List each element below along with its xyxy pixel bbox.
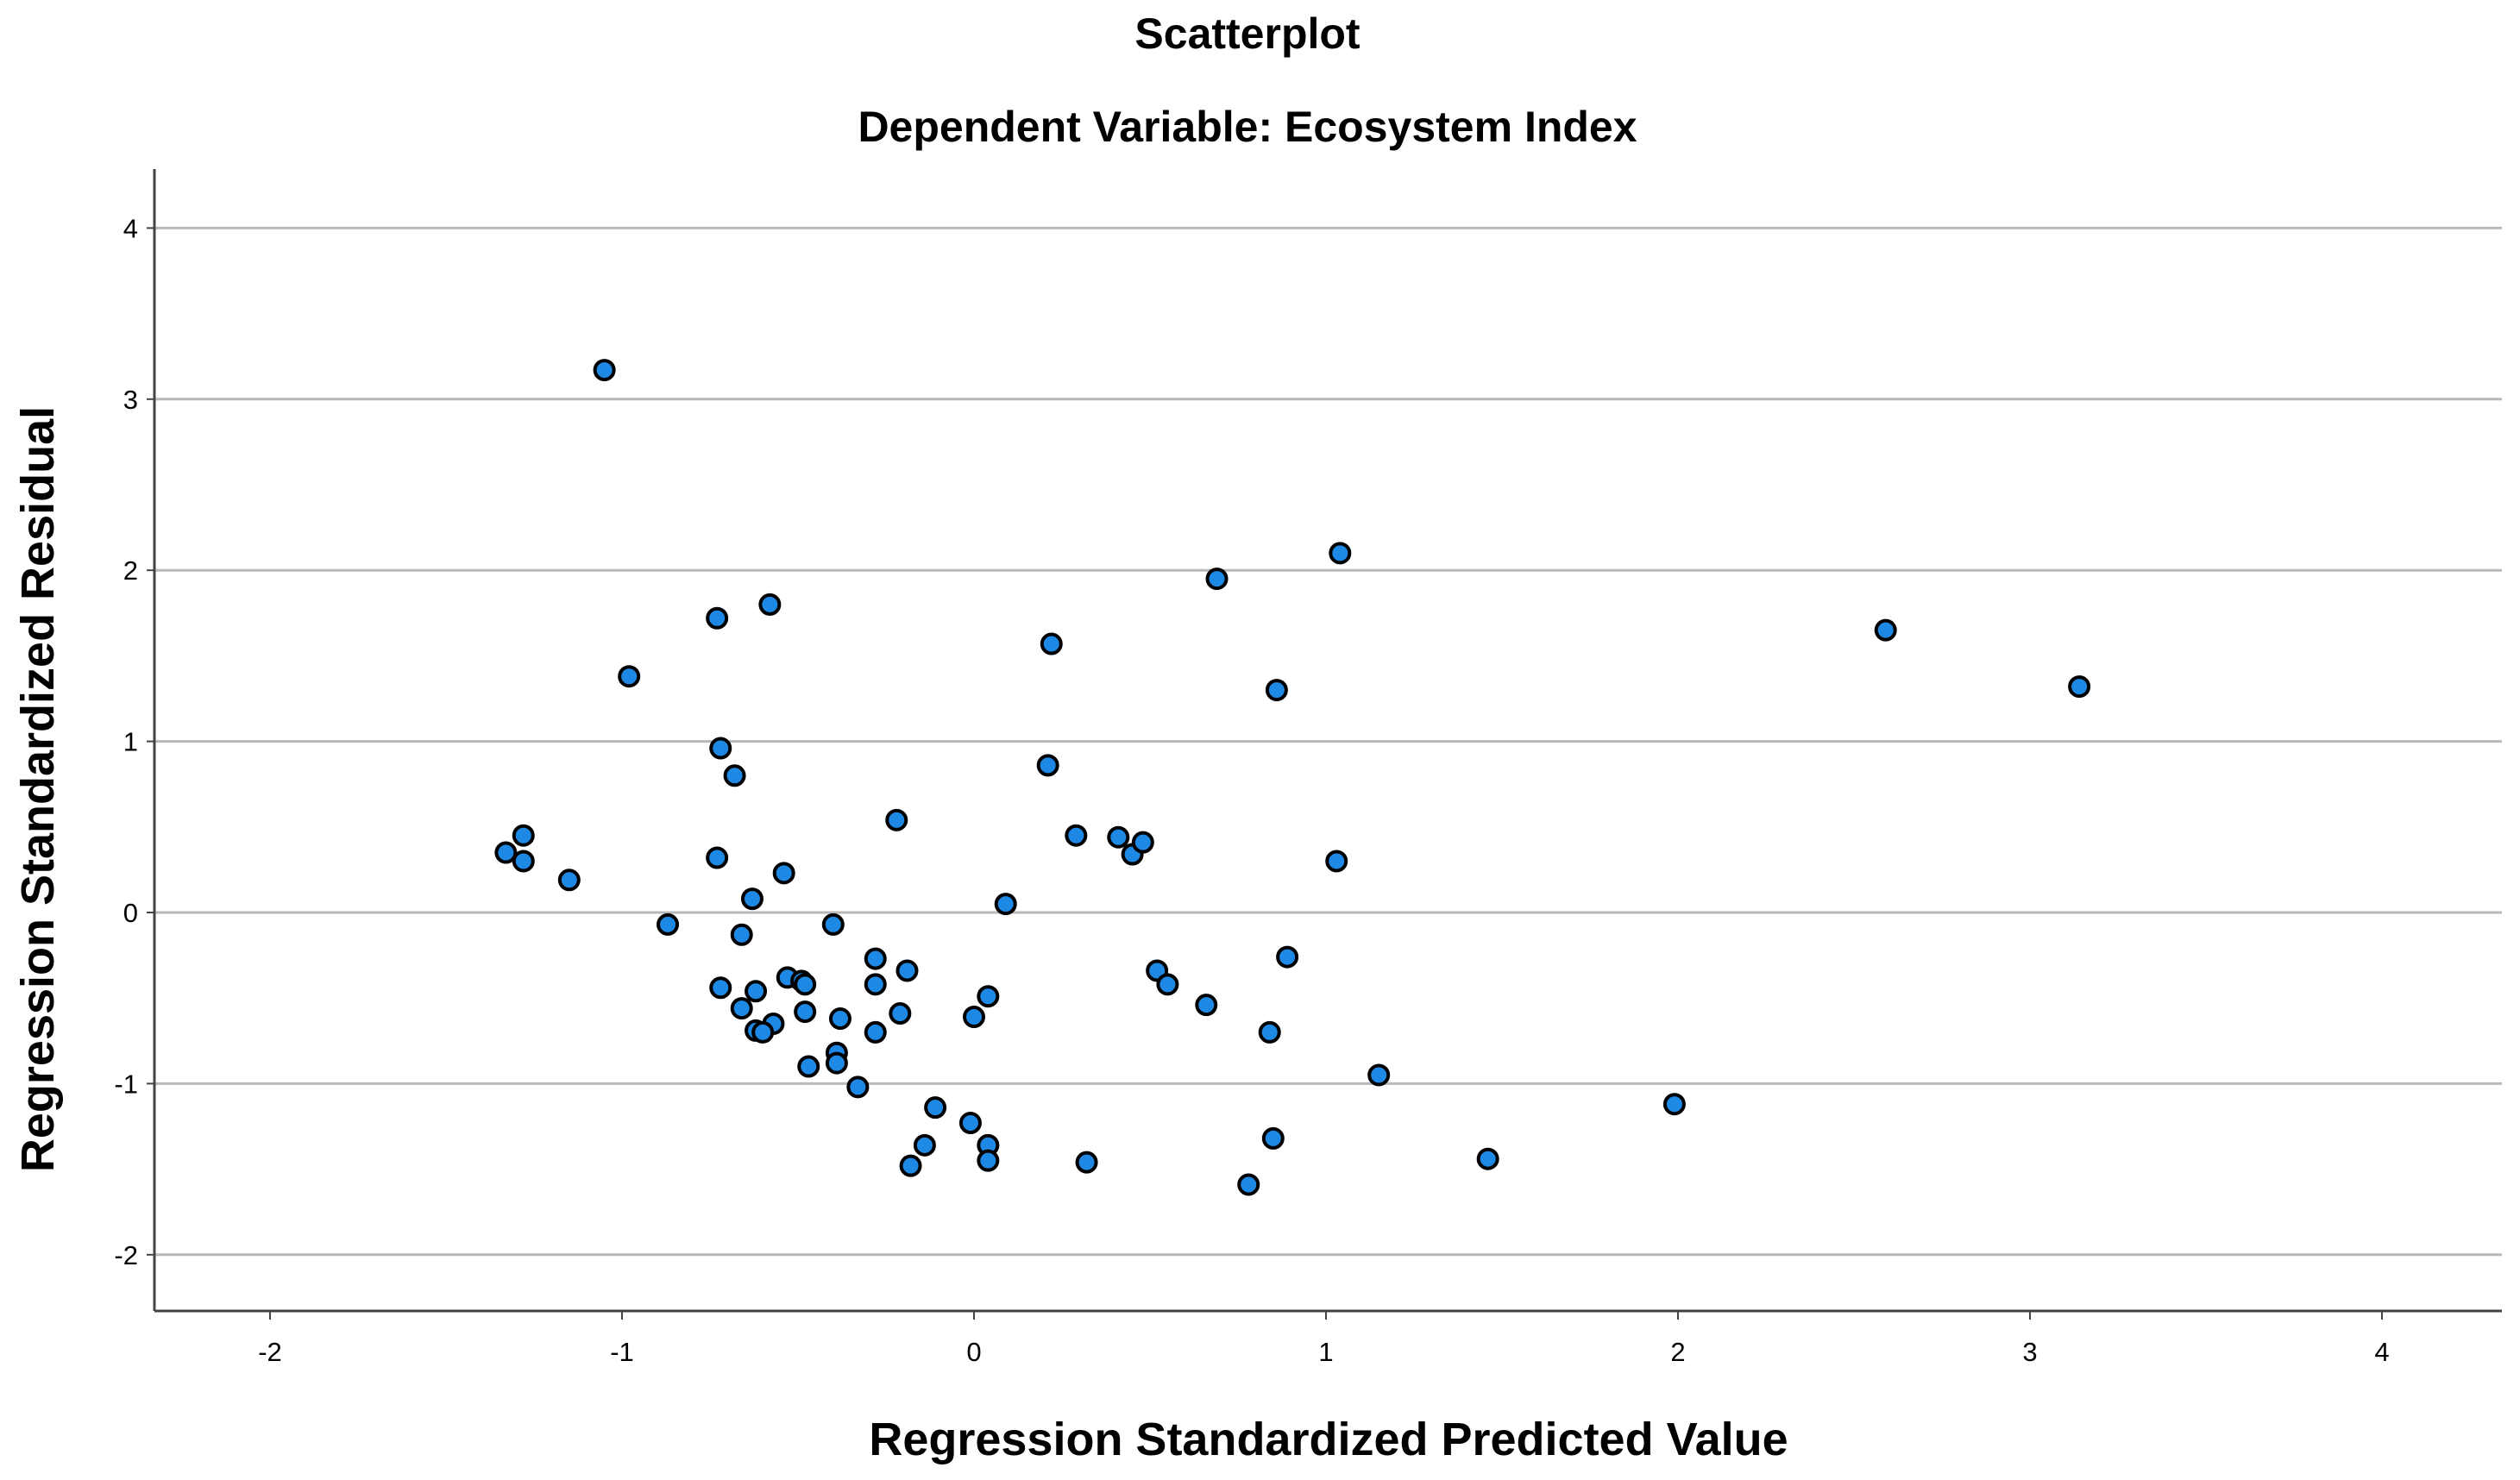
data-point <box>797 1055 820 1078</box>
y-tick-label: -2 <box>114 1240 138 1270</box>
data-point <box>913 1133 936 1157</box>
data-point <box>751 1020 775 1044</box>
data-point <box>1065 824 1088 847</box>
x-tick-label: -2 <box>258 1337 282 1367</box>
data-point <box>977 1149 1000 1172</box>
data-point <box>730 997 753 1020</box>
data-point <box>758 593 782 616</box>
data-point <box>1662 1093 1686 1116</box>
y-tick-label: 4 <box>123 213 138 243</box>
data-point <box>1325 850 1348 873</box>
data-point <box>657 912 680 936</box>
y-tick-label: 0 <box>123 898 138 928</box>
data-point <box>2068 675 2091 699</box>
data-point <box>512 824 535 847</box>
y-tick-label: 2 <box>123 555 138 586</box>
data-point <box>1476 1147 1499 1170</box>
data-point <box>593 359 616 382</box>
data-point <box>1205 568 1229 591</box>
x-axis-label: Regression Standardized Predicted Value <box>869 1414 1788 1465</box>
data-point <box>794 973 817 996</box>
x-tick-label: 1 <box>1318 1337 1333 1367</box>
data-point <box>821 912 845 936</box>
data-point <box>1265 679 1288 702</box>
data-point <box>1075 1151 1098 1174</box>
y-axis-label: Regression Standardized Residual <box>12 406 64 1172</box>
data-point <box>1237 1173 1260 1196</box>
data-point <box>512 850 535 873</box>
data-point <box>864 1020 887 1044</box>
data-point <box>864 973 887 996</box>
data-point <box>1131 831 1154 854</box>
data-point <box>1261 1126 1285 1150</box>
x-tick-label: 3 <box>2022 1337 2037 1367</box>
data-point <box>1040 632 1063 655</box>
data-point <box>706 606 729 630</box>
data-point <box>963 1006 985 1029</box>
data-point <box>794 1000 817 1024</box>
data-point <box>977 985 1000 1008</box>
data-point <box>958 1112 982 1135</box>
x-tick-label: -1 <box>610 1337 634 1367</box>
data-point <box>825 1051 848 1075</box>
y-tick-label: 1 <box>123 727 138 757</box>
chart-title: Scatterplot <box>1134 9 1361 58</box>
chart-subtitle: Dependent Variable: Ecosystem Index <box>858 103 1637 151</box>
data-point <box>740 887 764 911</box>
data-point <box>745 980 768 1003</box>
data-point <box>618 665 641 688</box>
data-point <box>1874 618 1897 642</box>
y-tick-label: -1 <box>114 1069 138 1099</box>
data-point <box>994 893 1017 916</box>
data-point <box>1367 1063 1391 1087</box>
x-tick-label: 2 <box>1670 1337 1685 1367</box>
data-point <box>1107 825 1130 849</box>
data-point <box>709 737 732 760</box>
x-tick-label: 0 <box>966 1337 981 1367</box>
data-point <box>1258 1020 1281 1044</box>
data-point <box>885 808 908 831</box>
data-point <box>772 862 795 885</box>
data-point <box>846 1076 870 1099</box>
data-point <box>730 923 753 946</box>
data-point <box>889 1002 912 1025</box>
data-point <box>557 869 581 892</box>
data-point <box>1276 945 1299 969</box>
data-point <box>1195 994 1218 1017</box>
data-point <box>1036 754 1059 777</box>
data-point <box>896 959 919 982</box>
data-point <box>899 1154 922 1177</box>
data-point <box>1156 973 1179 996</box>
data-point <box>828 1007 852 1031</box>
data-point <box>706 846 729 869</box>
data-point <box>864 947 887 970</box>
data-point <box>494 841 518 864</box>
y-tick-label: 3 <box>123 385 138 415</box>
data-point <box>924 1096 947 1119</box>
data-point <box>723 764 746 787</box>
data-point <box>1329 542 1352 565</box>
data-point <box>709 976 732 1000</box>
x-tick-label: 4 <box>2374 1337 2389 1367</box>
